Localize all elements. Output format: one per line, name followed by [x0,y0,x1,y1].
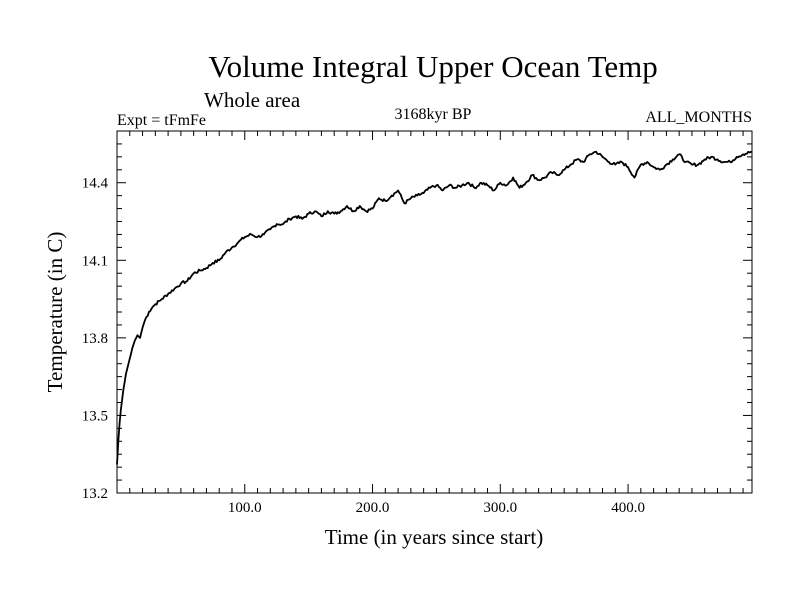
x-tick-label: 200.0 [356,500,390,516]
x-tick-label: 300.0 [483,500,517,516]
time-period-label: 3168kyr BP [395,106,472,123]
x-tick-label: 100.0 [228,500,262,516]
y-axis-ticks [117,143,752,481]
experiment-label: Expt = tFmFe [117,112,206,129]
chart-subtitle: Whole area [204,88,301,112]
plot-frame [116,130,753,494]
months-label: ALL_MONTHS [645,109,752,126]
x-axis-tick-labels: 100.0 200.0 300.0 400.0 [228,500,645,516]
y-axis-tick-labels: 13.2 13.5 13.8 14.1 14.4 [82,176,109,502]
y-axis-label: Temperature (in C) [43,232,67,393]
x-axis-ticks [129,131,744,493]
y-tick-label: 13.5 [82,408,108,424]
y-tick-label: 13.8 [82,331,108,347]
y-tick-label: 14.4 [82,176,109,192]
x-axis-label: Time (in years since start) [325,525,544,549]
chart-title: Volume Integral Upper Ocean Temp [208,49,658,84]
y-tick-label: 13.2 [82,486,108,502]
temperature-series-line [116,150,753,465]
x-tick-label: 400.0 [611,500,645,516]
y-tick-label: 14.1 [82,253,108,269]
